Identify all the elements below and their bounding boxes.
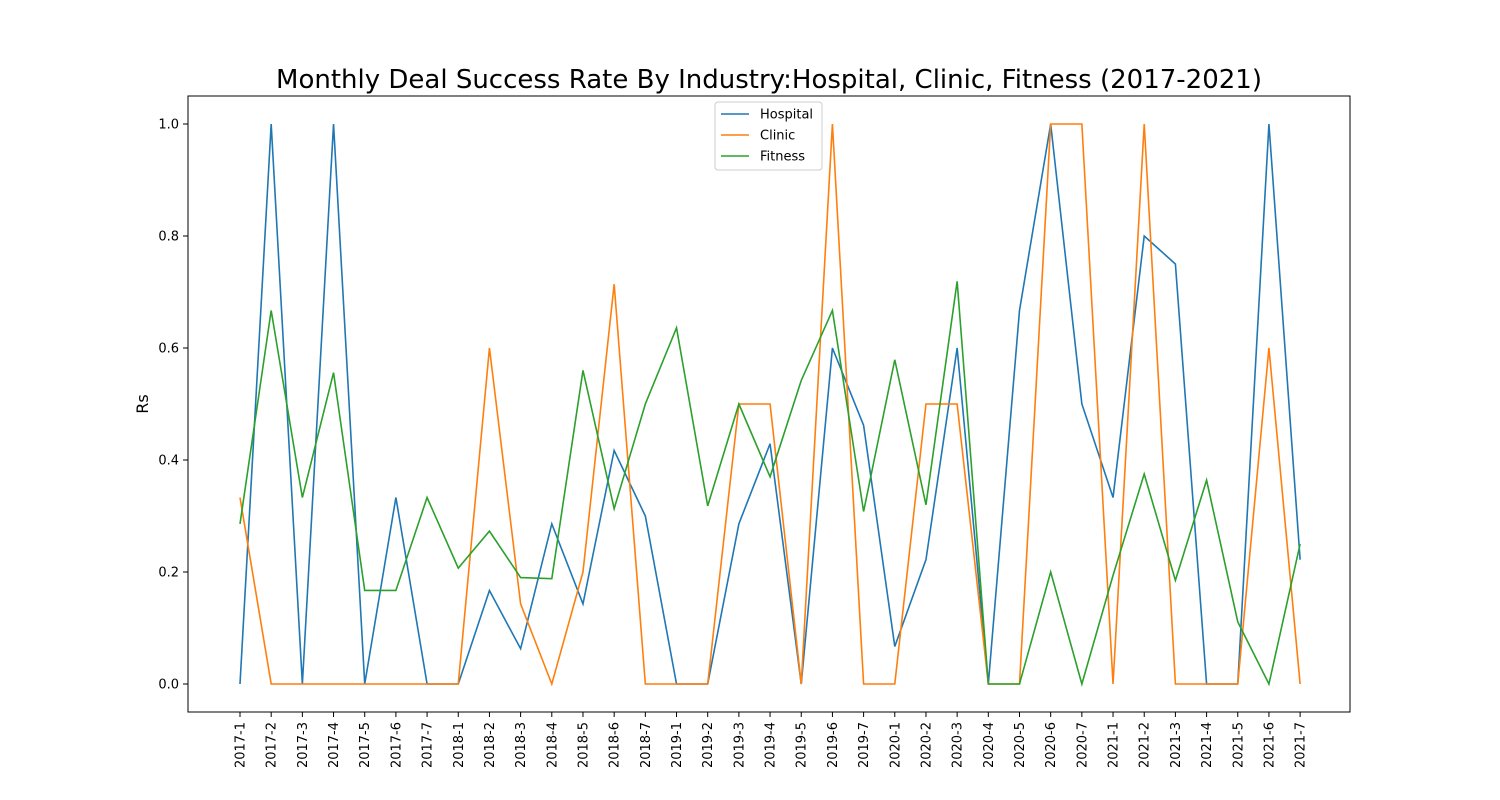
legend-label-clinic: Clinic (760, 129, 795, 144)
x-tick-label: 2017-6 (389, 722, 404, 768)
legend-label-fitness: Fitness (760, 150, 805, 165)
x-tick-label: 2018-4 (545, 722, 560, 768)
y-tick-label: 0.8 (158, 230, 179, 245)
x-tick-label: 2018-6 (608, 722, 623, 768)
x-tick-label: 2019-3 (732, 722, 747, 768)
x-tick-label: 2021-7 (1294, 722, 1309, 768)
x-tick-label: 2020-5 (1013, 722, 1028, 768)
chart-title: Monthly Deal Success Rate By Industry:Ho… (276, 65, 1262, 95)
series-line-hospital (239, 123, 1301, 685)
x-tick-label: 2020-6 (1044, 722, 1059, 768)
x-tick-label: 2017-4 (327, 722, 342, 768)
legend-box (714, 101, 823, 171)
x-tick-label: 2021-1 (1107, 722, 1122, 768)
x-tick-label: 2021-5 (1231, 722, 1246, 768)
x-tick-label: 2017-7 (421, 722, 436, 768)
x-tick-label: 2020-4 (982, 722, 997, 768)
x-tick-label: 2019-7 (857, 722, 872, 768)
x-tick-label: 2020-2 (919, 722, 934, 768)
y-tick-label: 0.4 (158, 454, 179, 469)
x-tick-label: 2018-1 (452, 722, 467, 768)
x-tick-label: 2018-5 (576, 722, 591, 768)
series-line-fitness (239, 281, 1301, 687)
y-tick-label: 1.0 (158, 118, 179, 133)
plot-frame (187, 95, 1351, 713)
x-tick-label: 2021-4 (1200, 722, 1215, 768)
x-tick-label: 2021-3 (1169, 722, 1184, 768)
x-tick-label: 2019-2 (701, 722, 716, 768)
x-tick-label: 2020-3 (951, 722, 966, 768)
x-tick-label: 2019-6 (826, 722, 841, 768)
x-tick-label: 2019-4 (764, 722, 779, 768)
y-tick-label: 0.0 (158, 678, 179, 693)
legend: Hospital Clinic Fitness (714, 101, 823, 171)
x-tick-label: 2021-2 (1138, 722, 1153, 768)
plot-area: 0.0 0.2 0.4 0.6 0.8 1.0 2017-1 2017-2 2017-3 2017… (158, 95, 1351, 768)
x-tick-label: 2018-3 (514, 722, 529, 768)
legend-label-hospital: Hospital (760, 108, 813, 123)
x-tick-label: 2020-1 (888, 722, 903, 768)
x-tick-label: 2020-7 (1075, 722, 1090, 768)
x-tick-label: 2018-7 (639, 722, 654, 768)
y-axis-label: Rs (133, 394, 152, 413)
x-tick-label: 2017-5 (358, 722, 373, 768)
y-tick-label: 0.2 (158, 566, 179, 581)
x-tick-label: 2019-5 (795, 722, 810, 768)
x-tick-label: 2018-2 (483, 722, 498, 768)
x-tick-label: 2017-1 (234, 722, 249, 768)
x-tick-label: 2019-1 (670, 722, 685, 768)
x-tick-label: 2017-2 (265, 722, 280, 768)
x-tick-label: 2021-6 (1262, 722, 1277, 768)
x-tick-label: 2017-3 (296, 722, 311, 768)
series-line-clinic (239, 123, 1301, 687)
y-tick-label: 0.6 (158, 342, 179, 357)
